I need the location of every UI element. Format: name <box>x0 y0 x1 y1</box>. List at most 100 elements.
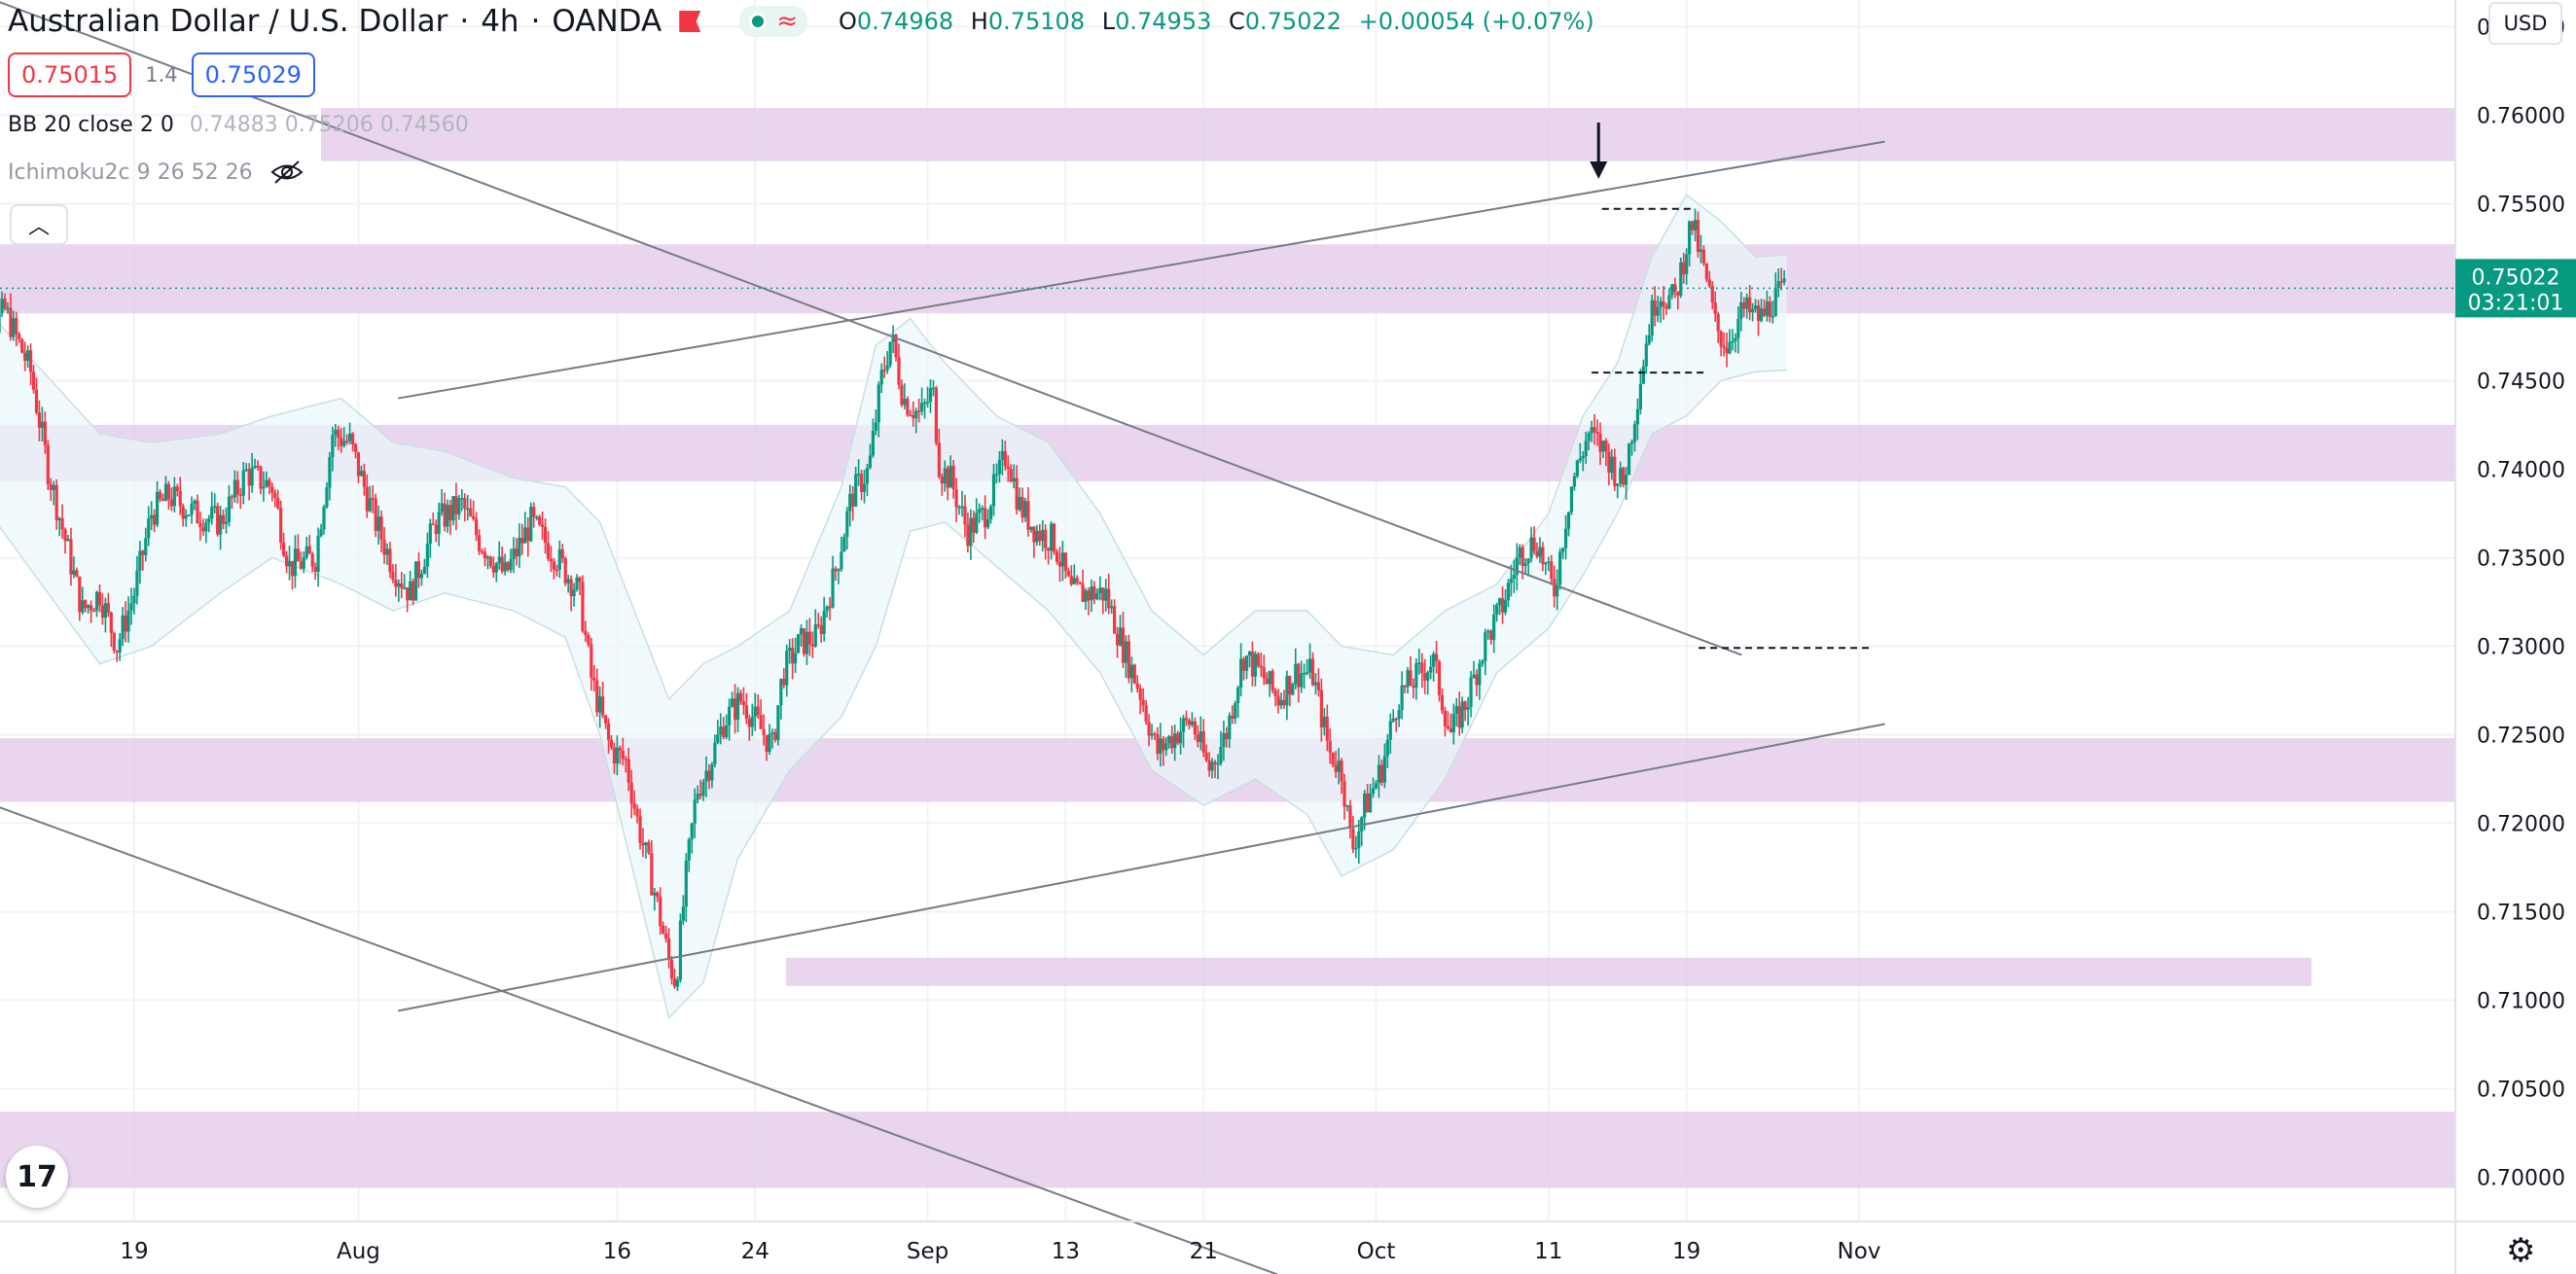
broker-label: OANDA <box>552 4 662 39</box>
candle-body <box>1354 848 1358 850</box>
candle-body <box>1466 706 1470 710</box>
candle-body <box>1659 301 1663 307</box>
arrow-down-head <box>1590 161 1608 180</box>
candle-body <box>1178 731 1183 744</box>
price-tick-label: 0.73500 <box>2477 547 2565 571</box>
price-tick-label: 0.70500 <box>2477 1078 2565 1102</box>
candle-body <box>931 387 936 390</box>
band-fill <box>0 195 1787 1018</box>
interval-label[interactable]: 4h <box>481 4 519 39</box>
candle-body <box>512 548 516 559</box>
bb-legend[interactable]: BB 20 close 2 0 0.74883 0.75206 0.74560 <box>8 113 469 137</box>
candle-body <box>978 509 982 513</box>
sell-button[interactable]: 0.75015 <box>8 53 132 97</box>
candle-body <box>1038 530 1042 542</box>
candle-body <box>650 852 654 896</box>
candle-body <box>753 706 757 718</box>
candle-body <box>1584 441 1588 457</box>
candle-body <box>1351 828 1355 850</box>
candle-body <box>1647 336 1651 344</box>
candle-body <box>1728 341 1732 354</box>
candle-body <box>988 506 993 519</box>
candle-body <box>888 341 892 366</box>
candle-body <box>210 507 214 519</box>
flag-icon[interactable] <box>679 11 701 32</box>
candle-body <box>1303 672 1306 675</box>
buy-button[interactable]: 0.75029 <box>191 53 315 97</box>
candle-body <box>1440 694 1445 711</box>
market-status-pill[interactable]: ≈ <box>739 6 808 37</box>
price-tick-label: 0.74000 <box>2477 458 2565 482</box>
candle-body <box>178 490 182 507</box>
currency-selector[interactable]: USD <box>2488 2 2562 45</box>
collapse-legend-button[interactable]: ︿ <box>10 204 68 245</box>
candle-body <box>100 605 105 619</box>
gear-icon[interactable]: ⚙ <box>2506 1231 2536 1270</box>
market-open-icon <box>749 13 768 30</box>
candle-body <box>1279 699 1283 706</box>
band-lower <box>0 369 1787 1020</box>
candle-body <box>60 517 64 530</box>
candle-body <box>316 536 320 572</box>
candle-body <box>985 518 990 528</box>
candle-body <box>328 457 332 488</box>
candle-body <box>1121 627 1126 663</box>
candle-body <box>1020 496 1024 518</box>
candle-body <box>575 577 579 590</box>
candle-body <box>213 506 217 508</box>
candle-body <box>520 538 524 544</box>
candle-body <box>279 508 283 543</box>
candle-body <box>681 906 685 921</box>
candle-body <box>0 313 1 334</box>
candle-body <box>262 486 266 489</box>
symbol-title[interactable]: Australian Dollar / U.S. Dollar <box>8 4 448 39</box>
time-tick-label: 16 <box>603 1239 631 1264</box>
candle-body <box>584 630 588 635</box>
candle-body <box>273 492 277 498</box>
candle-body <box>776 705 780 740</box>
candle-body <box>256 465 260 468</box>
candle-body <box>169 499 173 507</box>
time-tick-label: 19 <box>1672 1239 1700 1264</box>
candle-body <box>3 299 7 309</box>
candle-body <box>937 442 941 478</box>
candle-body <box>1701 249 1705 264</box>
candle-body <box>235 479 239 495</box>
candle-body <box>310 553 314 567</box>
candle-body <box>1685 254 1689 274</box>
candle-body <box>1601 441 1605 452</box>
ichimoku-legend[interactable]: Ichimoku2c 9 26 52 26 <box>8 159 304 185</box>
candle-body <box>1231 715 1234 719</box>
candle-body <box>437 512 441 535</box>
candle-body <box>807 631 811 645</box>
candle-body <box>587 634 590 645</box>
candle-body <box>735 692 740 721</box>
candle-body <box>69 539 73 575</box>
candle-body <box>1521 547 1524 566</box>
candle-body <box>1650 300 1654 336</box>
candle-body <box>1066 571 1070 577</box>
candle-body <box>1382 756 1386 783</box>
candle-body <box>268 479 271 487</box>
price-tick-label: 0.72500 <box>2477 724 2565 748</box>
candle-body <box>1371 788 1376 794</box>
candle-body <box>198 522 202 528</box>
candle-body <box>371 498 375 500</box>
candle-body <box>1625 475 1628 485</box>
tradingview-logo[interactable]: 17 <box>6 1146 68 1208</box>
candle-body <box>1247 651 1252 656</box>
candle-body <box>500 556 504 572</box>
eye-off-icon[interactable] <box>270 159 304 185</box>
candle-body <box>733 698 737 721</box>
candle-body <box>485 556 490 559</box>
candle-body <box>497 556 501 564</box>
candle-body <box>831 568 835 608</box>
candle-body <box>416 561 421 579</box>
candle-body <box>1693 220 1698 230</box>
candle-body <box>1124 641 1128 663</box>
candle-body <box>385 549 389 555</box>
candle-body <box>1207 760 1211 771</box>
candle-body <box>1566 512 1571 529</box>
candle-body <box>1736 318 1740 338</box>
